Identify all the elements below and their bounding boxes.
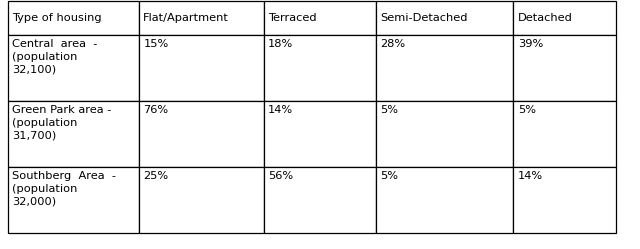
Text: 5%: 5% xyxy=(380,171,398,181)
Text: 15%: 15% xyxy=(143,39,168,49)
Bar xyxy=(513,167,616,233)
Bar xyxy=(513,101,616,167)
Bar xyxy=(8,101,139,167)
Bar xyxy=(264,101,376,167)
Text: 14%: 14% xyxy=(518,171,543,181)
Text: 76%: 76% xyxy=(143,105,168,115)
Text: Terraced: Terraced xyxy=(268,13,317,23)
Text: 25%: 25% xyxy=(143,171,168,181)
Text: 5%: 5% xyxy=(518,105,536,115)
Bar xyxy=(139,101,264,167)
Bar xyxy=(264,167,376,233)
Bar xyxy=(264,35,376,101)
Text: Type of housing: Type of housing xyxy=(12,13,102,23)
Text: Flat/Apartment: Flat/Apartment xyxy=(143,13,229,23)
Bar xyxy=(376,101,513,167)
Bar xyxy=(376,167,513,233)
Bar xyxy=(8,167,139,233)
Text: Green Park area -
(population
31,700): Green Park area - (population 31,700) xyxy=(12,105,111,141)
Text: Detached: Detached xyxy=(518,13,573,23)
Text: 5%: 5% xyxy=(380,105,398,115)
Bar xyxy=(513,1,616,35)
Text: Southberg  Area  -
(population
32,000): Southberg Area - (population 32,000) xyxy=(12,171,116,207)
Bar xyxy=(8,1,139,35)
Text: 28%: 28% xyxy=(380,39,405,49)
Bar xyxy=(139,167,264,233)
Bar xyxy=(264,1,376,35)
Bar xyxy=(8,35,139,101)
Text: Semi-Detached: Semi-Detached xyxy=(380,13,468,23)
Text: 56%: 56% xyxy=(268,171,293,181)
Bar xyxy=(376,35,513,101)
Bar xyxy=(139,1,264,35)
Bar xyxy=(513,35,616,101)
Bar xyxy=(376,1,513,35)
Text: 39%: 39% xyxy=(518,39,543,49)
Text: Central  area  -
(population
32,100): Central area - (population 32,100) xyxy=(12,39,97,75)
Text: 14%: 14% xyxy=(268,105,293,115)
Bar xyxy=(139,35,264,101)
Text: 18%: 18% xyxy=(268,39,293,49)
